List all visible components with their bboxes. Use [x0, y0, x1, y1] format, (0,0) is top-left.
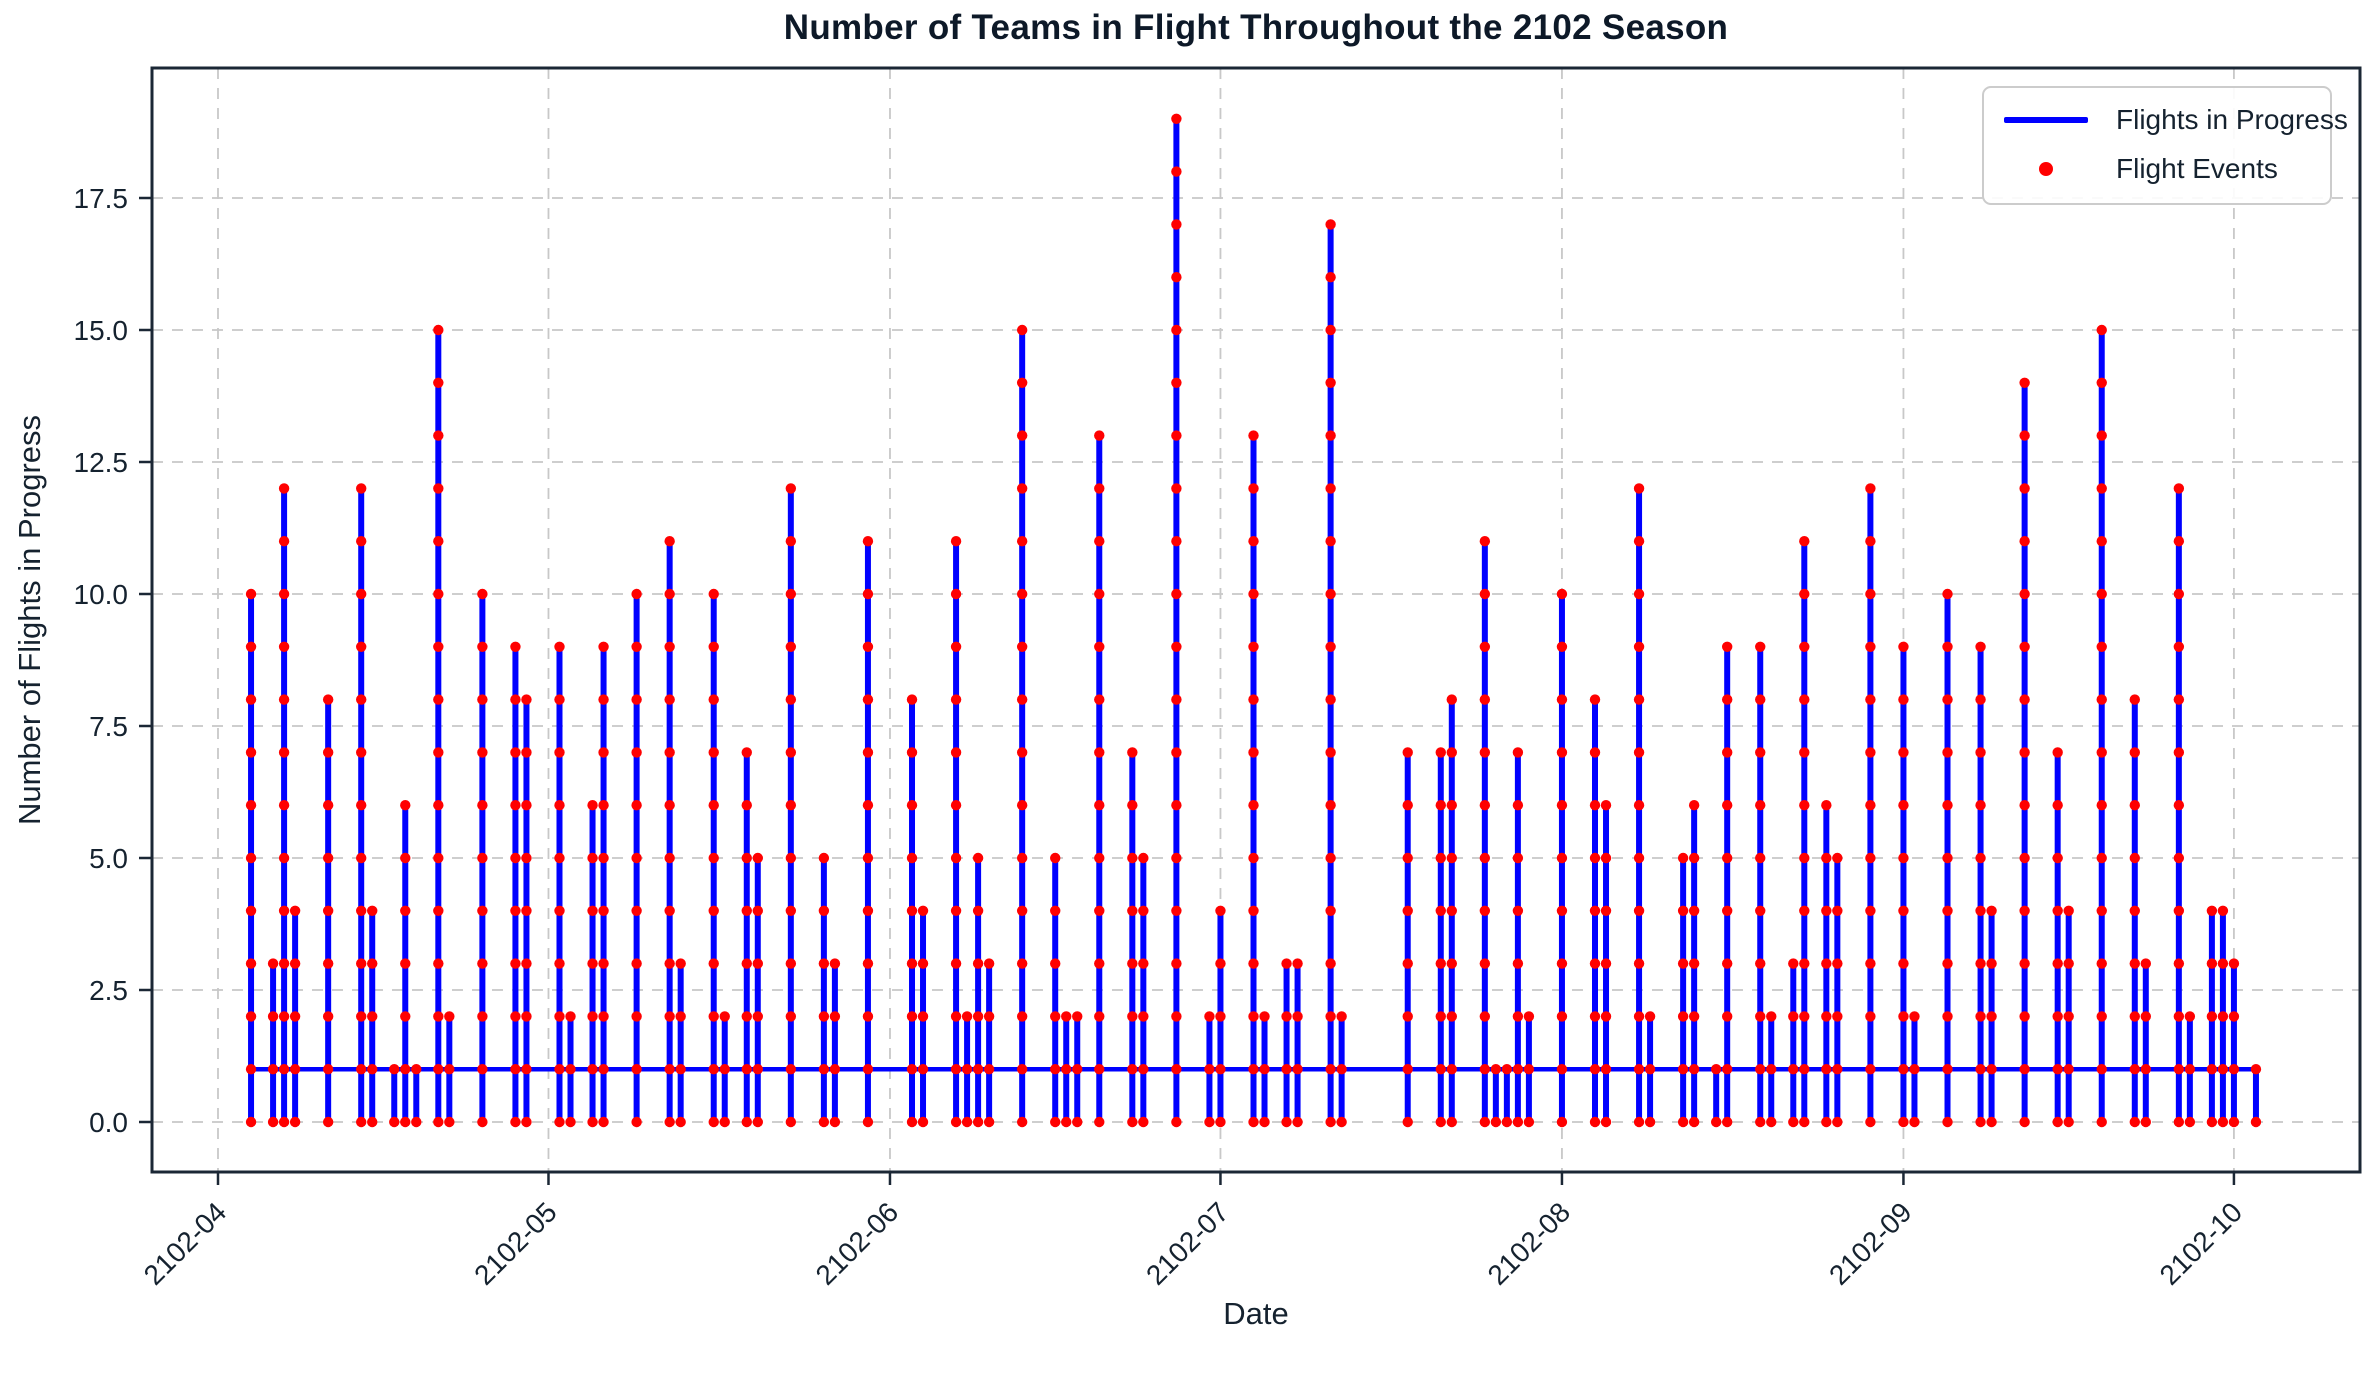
svg-text:2.5: 2.5 — [89, 975, 128, 1006]
legend-item-flight-events: Flight Events — [2004, 153, 2310, 185]
y-axis-label: Number of Flights in Progress — [12, 414, 47, 826]
svg-text:7.5: 7.5 — [89, 711, 128, 742]
chart-title: Number of Teams in Flight Throughout the… — [783, 8, 1729, 47]
svg-text:5.0: 5.0 — [89, 843, 128, 874]
svg-text:10.0: 10.0 — [74, 579, 129, 610]
legend: Flights in Progress Flight Events — [1982, 86, 2348, 205]
x-axis-label: Date — [1223, 1296, 1289, 1331]
legend-label-flights-in-progress: Flights in Progress — [2116, 104, 2348, 135]
line-swatch — [2004, 117, 2088, 123]
svg-text:0.0: 0.0 — [89, 1107, 128, 1138]
legend-item-flights-in-progress: Flights in Progress — [2004, 104, 2348, 136]
legend-label-flight-events: Flight Events — [2116, 153, 2278, 184]
svg-text:15.0: 15.0 — [74, 315, 129, 346]
svg-text:17.5: 17.5 — [74, 183, 129, 214]
dot-swatch — [2039, 162, 2053, 176]
svg-text:12.5: 12.5 — [74, 447, 129, 478]
